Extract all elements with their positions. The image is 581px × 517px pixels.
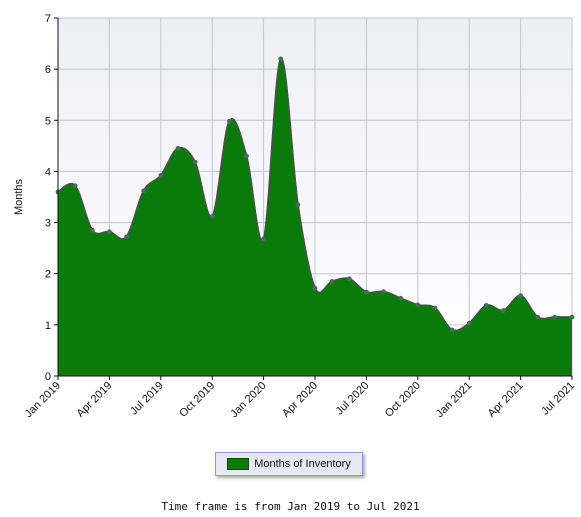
series-layer	[55, 56, 575, 376]
data-point[interactable]	[158, 173, 164, 178]
y-tick-label: 2	[45, 269, 51, 281]
data-point[interactable]	[415, 302, 421, 308]
data-point[interactable]	[72, 183, 78, 189]
y-axis-title: Months	[13, 178, 25, 215]
x-tick-label: Jan 2019	[23, 380, 63, 420]
data-point[interactable]	[89, 227, 95, 233]
x-tick-label: Oct 2019	[177, 380, 217, 420]
y-tick-label: 1	[45, 320, 51, 332]
data-point[interactable]	[569, 314, 575, 320]
x-tick-label: Oct 2020	[383, 380, 423, 420]
data-point[interactable]	[278, 56, 284, 62]
data-point[interactable]	[141, 188, 147, 194]
x-tick-label: Jul 2020	[334, 380, 372, 418]
y-tick-label: 6	[45, 64, 51, 76]
data-point[interactable]	[295, 202, 301, 208]
y-tick-label: 7	[45, 13, 51, 25]
data-point[interactable]	[226, 118, 232, 124]
time-frame-caption: Time frame is from Jan 2019 to Jul 2021	[161, 500, 420, 513]
y-tick-label: 3	[45, 218, 51, 230]
y-tick-label: 5	[45, 115, 51, 127]
x-tick-label: Jul 2019	[128, 380, 166, 418]
data-point[interactable]	[552, 314, 558, 320]
data-point[interactable]	[501, 308, 506, 313]
data-point[interactable]	[466, 320, 472, 326]
x-tick-label: Apr 2021	[486, 380, 526, 420]
data-point[interactable]	[346, 276, 352, 282]
x-tick-label: Jul 2021	[539, 380, 577, 418]
data-point[interactable]	[381, 289, 386, 295]
data-point[interactable]	[518, 293, 523, 299]
x-tick-label: Apr 2020	[280, 380, 320, 420]
data-point[interactable]	[107, 229, 112, 235]
legend-swatch	[227, 458, 250, 470]
data-point[interactable]	[244, 153, 249, 159]
data-point[interactable]	[124, 234, 129, 240]
data-point[interactable]	[192, 159, 198, 165]
chart: 0 1 2 3 4 5 6 7 Jan 2019 Apr 2019 Jul 2019 Oct 2019…	[13, 13, 577, 420]
data-point[interactable]	[449, 327, 455, 333]
x-tick-label: Jan 2021	[434, 380, 474, 420]
data-point[interactable]	[312, 285, 318, 291]
y-tick-label: 4	[45, 166, 51, 178]
data-point[interactable]	[483, 303, 489, 308]
legend-label: Months of Inventory	[254, 458, 351, 470]
data-point[interactable]	[175, 146, 181, 151]
legend: Months of Inventory	[215, 452, 363, 476]
data-point[interactable]	[432, 305, 438, 311]
x-tick-label: Jan 2020	[228, 380, 268, 420]
data-point[interactable]	[535, 314, 541, 320]
data-point[interactable]	[329, 278, 335, 284]
x-tick-label: Apr 2019	[74, 380, 114, 420]
data-point[interactable]	[261, 236, 266, 242]
data-point[interactable]	[364, 289, 369, 295]
data-point[interactable]	[209, 214, 215, 219]
series-area	[58, 58, 572, 376]
series-line	[57, 57, 572, 332]
data-point[interactable]	[398, 295, 404, 301]
y-tick-label: 0	[45, 371, 51, 383]
axes	[54, 17, 573, 380]
